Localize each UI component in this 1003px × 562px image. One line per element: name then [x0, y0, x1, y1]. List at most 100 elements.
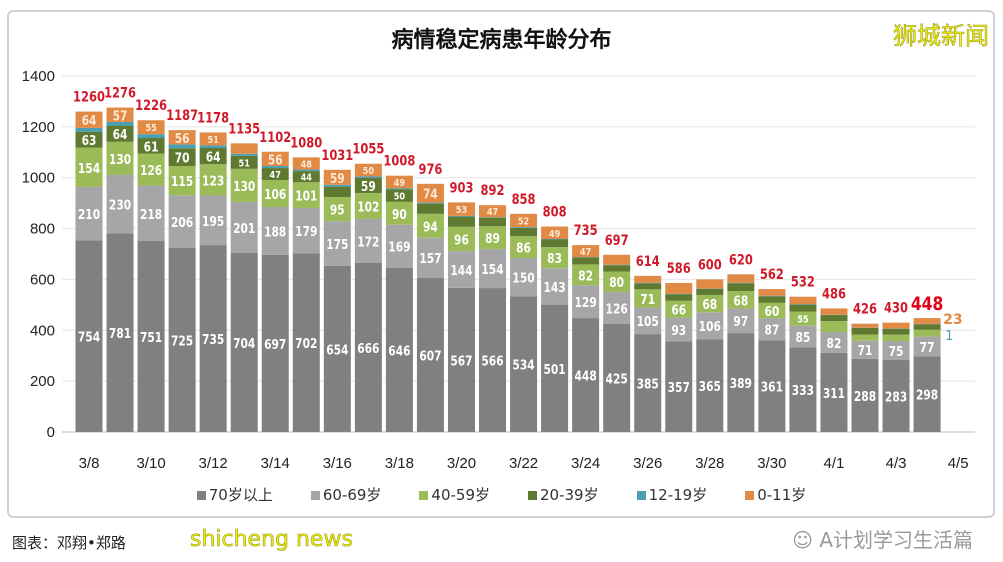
x-tick-label: 4/5: [948, 455, 969, 472]
data-label: 101: [295, 189, 317, 204]
bar-segment: [851, 334, 879, 341]
legend-swatch: [310, 491, 320, 500]
legend-label: 0-11岁: [757, 486, 807, 504]
bar-segment: [75, 111, 103, 128]
data-label: 179: [295, 224, 317, 239]
bar-segment: [696, 312, 724, 340]
data-label: 781: [109, 326, 131, 341]
chart-title: 病情稳定病患年龄分布: [391, 28, 612, 53]
data-label: 123: [202, 173, 224, 188]
bar-segment: [696, 339, 724, 432]
bar-segment: [385, 267, 413, 432]
bar-segment: [820, 315, 848, 322]
y-tick-label: 600: [30, 271, 55, 288]
bar-segment: [385, 175, 413, 189]
bar-segment: [541, 247, 569, 269]
data-label: 702: [295, 336, 317, 351]
data-label: 82: [578, 268, 593, 283]
total-label: 1080: [290, 135, 322, 151]
legend-item: 40-59岁: [419, 484, 490, 505]
data-label: 725: [171, 333, 193, 348]
total-label: 1031: [321, 148, 353, 164]
bar-segment: [665, 300, 693, 318]
bar-segment: [634, 334, 662, 432]
data-label: 49: [394, 178, 405, 189]
data-label: 86: [516, 241, 531, 256]
bar-segment: [634, 283, 662, 290]
bar-segment: [354, 163, 382, 177]
data-label: 74: [423, 187, 438, 202]
bar-segment: [758, 340, 786, 432]
data-label: 96: [454, 232, 469, 247]
bar-segment: [168, 148, 196, 167]
data-label: 70: [175, 151, 190, 166]
bar-segment: [820, 332, 848, 353]
bar-segment: [696, 288, 724, 295]
bar-segment: [572, 285, 600, 319]
bar-segment: [820, 308, 848, 315]
total-label: 586: [667, 261, 691, 277]
total-label: 697: [605, 233, 629, 249]
bar-segment: [882, 360, 910, 432]
bar-segment: [75, 147, 103, 187]
watermark: shicheng news: [190, 527, 354, 553]
legend-item: 70岁以上: [196, 484, 273, 505]
bar-segment: [727, 274, 755, 283]
bar-segment: [913, 356, 941, 432]
bar-segment: [665, 294, 693, 301]
bar-segment: [479, 205, 507, 218]
bar-segment: [882, 340, 910, 361]
data-label: 230: [109, 198, 131, 213]
bar-segment: [199, 147, 227, 165]
total-label: 532: [791, 275, 815, 291]
bar-segment: [572, 245, 600, 258]
side-label: 1: [945, 329, 953, 344]
bar-segment: [292, 253, 320, 432]
data-label: 501: [543, 362, 565, 377]
bar-segment: [541, 239, 569, 248]
bar-segment: [199, 164, 227, 196]
wechat-icon: ☺: [792, 528, 820, 552]
bar-segment: [447, 202, 475, 216]
data-label: 735: [202, 332, 224, 347]
data-label: 71: [858, 343, 873, 358]
bar-segment: [510, 236, 538, 259]
bar-segment: [261, 206, 289, 255]
bar-segment: [354, 262, 382, 432]
bar-segment: [634, 289, 662, 308]
total-label: 1102: [259, 130, 291, 146]
total-label: 430: [884, 301, 908, 317]
x-tick-label: 4/3: [886, 455, 907, 472]
bar-segment: [603, 265, 631, 272]
total-label: 562: [760, 267, 784, 283]
data-label: 68: [733, 293, 748, 308]
bar-segment: [913, 324, 941, 330]
x-tick-label: 3/22: [509, 455, 538, 472]
data-label: 206: [171, 215, 193, 230]
bar-segment: [323, 186, 351, 198]
bar-segment: [447, 226, 475, 252]
data-label: 154: [481, 262, 503, 277]
bar-segment: [727, 308, 755, 334]
y-tick-label: 0: [47, 424, 55, 441]
bar-segment: [385, 224, 413, 268]
bar-segment: [416, 202, 444, 204]
bar-segment: [137, 153, 165, 186]
x-tick-label: 3/24: [571, 455, 600, 472]
x-tick-label: 4/1: [824, 455, 845, 472]
chart-frame: [7, 10, 995, 518]
y-tick-label: 1200: [22, 119, 55, 136]
bar-segment: [261, 151, 289, 167]
data-label: 210: [78, 207, 100, 222]
data-label: 126: [606, 301, 628, 316]
data-label: 105: [637, 314, 659, 329]
data-label: 567: [450, 353, 472, 368]
bar-segment: [323, 197, 351, 222]
total-label: 486: [822, 286, 846, 302]
bar-segment: [230, 252, 258, 432]
legend-swatch: [528, 491, 538, 500]
bar-segment: [758, 296, 786, 303]
bar-segment: [634, 307, 662, 335]
bar-segment: [323, 169, 351, 185]
bar-segment: [354, 218, 382, 263]
